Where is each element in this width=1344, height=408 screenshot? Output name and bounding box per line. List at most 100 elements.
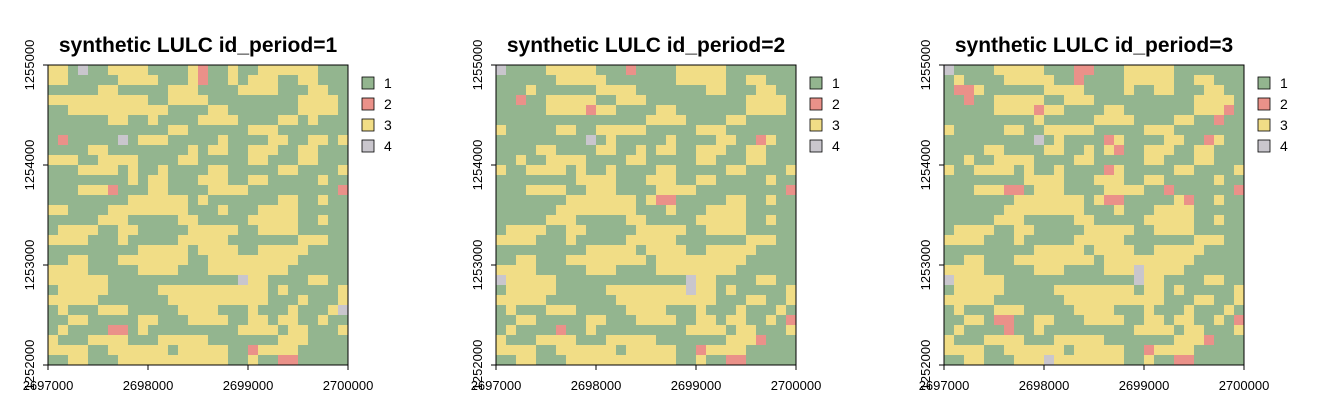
raster-cell	[556, 215, 567, 226]
raster-cell	[606, 135, 617, 146]
raster-cell	[746, 155, 757, 166]
raster-cell	[1124, 355, 1135, 366]
raster-cell	[138, 295, 149, 306]
raster-cell	[556, 255, 567, 266]
raster-cell	[656, 135, 667, 146]
raster-cell	[636, 95, 647, 106]
raster-cell	[606, 275, 617, 286]
raster-cell	[556, 115, 567, 126]
raster-cell	[1064, 135, 1075, 146]
raster-cell	[586, 215, 597, 226]
raster-cell	[726, 105, 737, 116]
raster-cell	[746, 175, 757, 186]
raster-cell	[1134, 235, 1145, 246]
raster-cell	[1234, 155, 1245, 166]
raster-cell	[516, 175, 527, 186]
raster-cell	[666, 155, 677, 166]
raster-cell	[1044, 245, 1055, 256]
raster-cell	[148, 215, 159, 226]
raster-cell	[1014, 115, 1025, 126]
raster-cell	[696, 65, 707, 76]
raster-cell	[288, 95, 299, 106]
raster-cell	[1054, 345, 1065, 356]
raster-cell	[238, 245, 249, 256]
raster-cell	[536, 95, 547, 106]
raster-cell	[108, 355, 119, 366]
raster-cell	[198, 355, 209, 366]
raster-cell	[576, 245, 587, 256]
raster-cell	[98, 325, 109, 336]
raster-cell	[1074, 345, 1085, 356]
raster-cell	[746, 255, 757, 266]
raster-cell	[1094, 345, 1105, 356]
raster-cell	[676, 255, 687, 266]
raster-cell	[516, 155, 527, 166]
raster-cell	[1214, 345, 1225, 356]
raster-cell	[1124, 215, 1135, 226]
raster-cell	[1064, 265, 1075, 276]
raster-cell	[1184, 205, 1195, 216]
raster-cell	[766, 115, 777, 126]
raster-cell	[576, 145, 587, 156]
raster-cell	[556, 195, 567, 206]
raster-cell	[278, 195, 289, 206]
raster-cell	[68, 125, 79, 136]
raster-cell	[1054, 285, 1065, 296]
raster-cell	[188, 165, 199, 176]
raster-cell	[726, 325, 737, 336]
raster-cell	[626, 135, 637, 146]
raster-cell	[1194, 265, 1205, 276]
raster-cell	[696, 205, 707, 216]
raster-cell	[248, 155, 259, 166]
raster-cell	[1174, 315, 1185, 326]
raster-cell	[288, 225, 299, 236]
raster-cell	[208, 325, 219, 336]
raster-cell	[1104, 355, 1115, 366]
raster-cell	[626, 65, 637, 76]
raster-cell	[954, 245, 965, 256]
legend-label: 3	[832, 117, 840, 133]
raster-cell	[1184, 325, 1195, 336]
raster-cell	[128, 245, 139, 256]
raster-cell	[1144, 315, 1155, 326]
raster-cell	[616, 115, 627, 126]
raster-cell	[626, 265, 637, 276]
raster-cell	[666, 125, 677, 136]
raster-cell	[1174, 155, 1185, 166]
raster-cell	[58, 115, 69, 126]
raster-cell	[496, 155, 507, 166]
raster-cell	[218, 135, 229, 146]
legend-label: 1	[832, 75, 840, 91]
raster-cell	[338, 355, 349, 366]
raster-cell	[218, 115, 229, 126]
raster-cell	[218, 335, 229, 346]
raster-cell	[626, 325, 637, 336]
raster-cell	[178, 155, 189, 166]
raster-cell	[636, 235, 647, 246]
raster-cell	[1144, 115, 1155, 126]
raster-cell	[606, 225, 617, 236]
raster-cell	[278, 205, 289, 216]
raster-cell	[1224, 65, 1235, 76]
raster-cell	[118, 125, 129, 136]
raster-cell	[944, 65, 955, 76]
raster-cell	[188, 315, 199, 326]
raster-cell	[128, 195, 139, 206]
raster-cell	[198, 225, 209, 236]
raster-cell	[546, 115, 557, 126]
raster-cell	[298, 135, 309, 146]
raster-cell	[536, 115, 547, 126]
raster-cell	[68, 75, 79, 86]
raster-cell	[208, 155, 219, 166]
raster-cell	[328, 125, 339, 136]
raster-cell	[636, 225, 647, 236]
raster-cell	[158, 215, 169, 226]
raster-cell	[1084, 235, 1095, 246]
legend-swatch	[361, 139, 375, 153]
raster-cell	[736, 135, 747, 146]
raster-cell	[596, 255, 607, 266]
raster-cell	[138, 75, 149, 86]
raster-cell	[736, 115, 747, 126]
raster-cell	[228, 225, 239, 236]
